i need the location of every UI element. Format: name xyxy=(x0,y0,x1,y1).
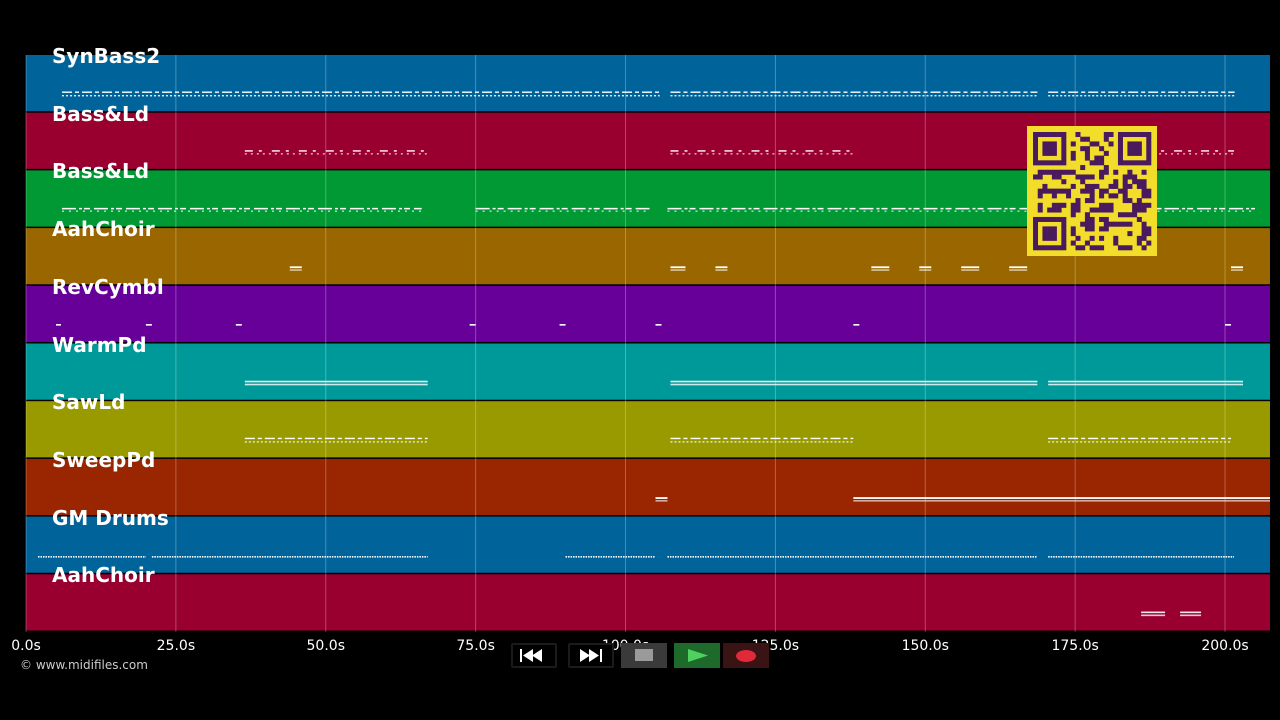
note-bar xyxy=(1009,266,1028,269)
note-bar xyxy=(1225,324,1232,326)
note-bar xyxy=(871,269,890,271)
note-bar xyxy=(655,324,662,326)
note-bar xyxy=(1231,269,1244,271)
note-bar xyxy=(655,500,668,502)
note-bar xyxy=(244,380,428,383)
time-tick-label: 175.0s xyxy=(1051,638,1099,654)
note-bar xyxy=(1141,611,1166,614)
record-icon xyxy=(723,643,769,668)
note-bar xyxy=(145,324,152,326)
track-name: WarmPd xyxy=(52,332,147,357)
note-bar xyxy=(715,269,728,271)
rewind-icon xyxy=(513,645,555,666)
note-bar xyxy=(715,266,728,269)
track-name: Bass&Ld xyxy=(52,159,150,184)
track-name: RevCymbl xyxy=(52,274,164,299)
note-bar xyxy=(1009,269,1028,271)
track-lane xyxy=(26,55,1270,112)
transport-controls xyxy=(511,643,769,668)
note-bar xyxy=(1141,614,1166,617)
note-bar xyxy=(1180,611,1202,614)
time-tick-label: 200.0s xyxy=(1201,638,1249,654)
note-bar xyxy=(670,383,1038,386)
track-lane xyxy=(26,401,1270,458)
track-name: Bass&Ld xyxy=(52,101,150,126)
note-bar xyxy=(559,324,566,326)
track-lane xyxy=(26,285,1270,343)
track-name: AahChoir xyxy=(52,217,155,242)
track-lane xyxy=(26,574,1270,631)
stop-icon xyxy=(621,643,667,668)
note-bar xyxy=(853,497,1270,499)
track-lane xyxy=(26,458,1270,516)
time-tick-label: 25.0s xyxy=(156,638,196,654)
rewind-button[interactable] xyxy=(511,643,557,668)
qr-code xyxy=(1027,126,1157,256)
track-lane xyxy=(26,343,1270,401)
fast-forward-icon xyxy=(570,645,612,666)
track-name: GM Drums xyxy=(52,505,169,530)
note-bar xyxy=(670,266,686,269)
note-bar xyxy=(853,324,860,326)
note-bar xyxy=(289,266,302,269)
note-bar xyxy=(919,266,932,269)
play-icon xyxy=(674,643,720,668)
note-bar xyxy=(289,269,302,271)
note-bar xyxy=(469,324,476,326)
copyright-text: © www.midifiles.com xyxy=(20,658,148,672)
note-bar xyxy=(1048,380,1244,383)
record-button[interactable] xyxy=(723,643,769,668)
note-bar xyxy=(871,266,890,269)
track-timeline xyxy=(25,55,1270,633)
note-bar xyxy=(670,380,1038,383)
time-tick-label: 75.0s xyxy=(456,638,495,654)
time-tick-label: 150.0s xyxy=(901,638,949,654)
note-bar xyxy=(1048,383,1244,386)
stop-button[interactable] xyxy=(621,643,667,668)
note-bar xyxy=(670,269,686,271)
note-bar xyxy=(961,266,980,269)
note-bar xyxy=(853,500,1270,502)
track-name: SawLd xyxy=(52,390,126,415)
note-bar xyxy=(961,269,980,271)
note-bar xyxy=(55,324,61,326)
note-bar xyxy=(1180,614,1202,617)
track-name: SweepPd xyxy=(52,447,156,472)
time-tick-label: 0.0s xyxy=(11,638,41,654)
track-name: AahChoir xyxy=(52,563,155,588)
time-tick-label: 50.0s xyxy=(306,638,345,654)
track-name: SynBass2 xyxy=(52,44,161,68)
note-bar xyxy=(244,383,428,386)
fast-forward-button[interactable] xyxy=(568,643,614,668)
track-lane xyxy=(26,516,1270,574)
play-button[interactable] xyxy=(674,643,720,668)
note-bar xyxy=(655,497,668,499)
note-bar xyxy=(235,324,242,326)
note-bar xyxy=(1231,266,1244,269)
note-bar xyxy=(919,269,932,271)
